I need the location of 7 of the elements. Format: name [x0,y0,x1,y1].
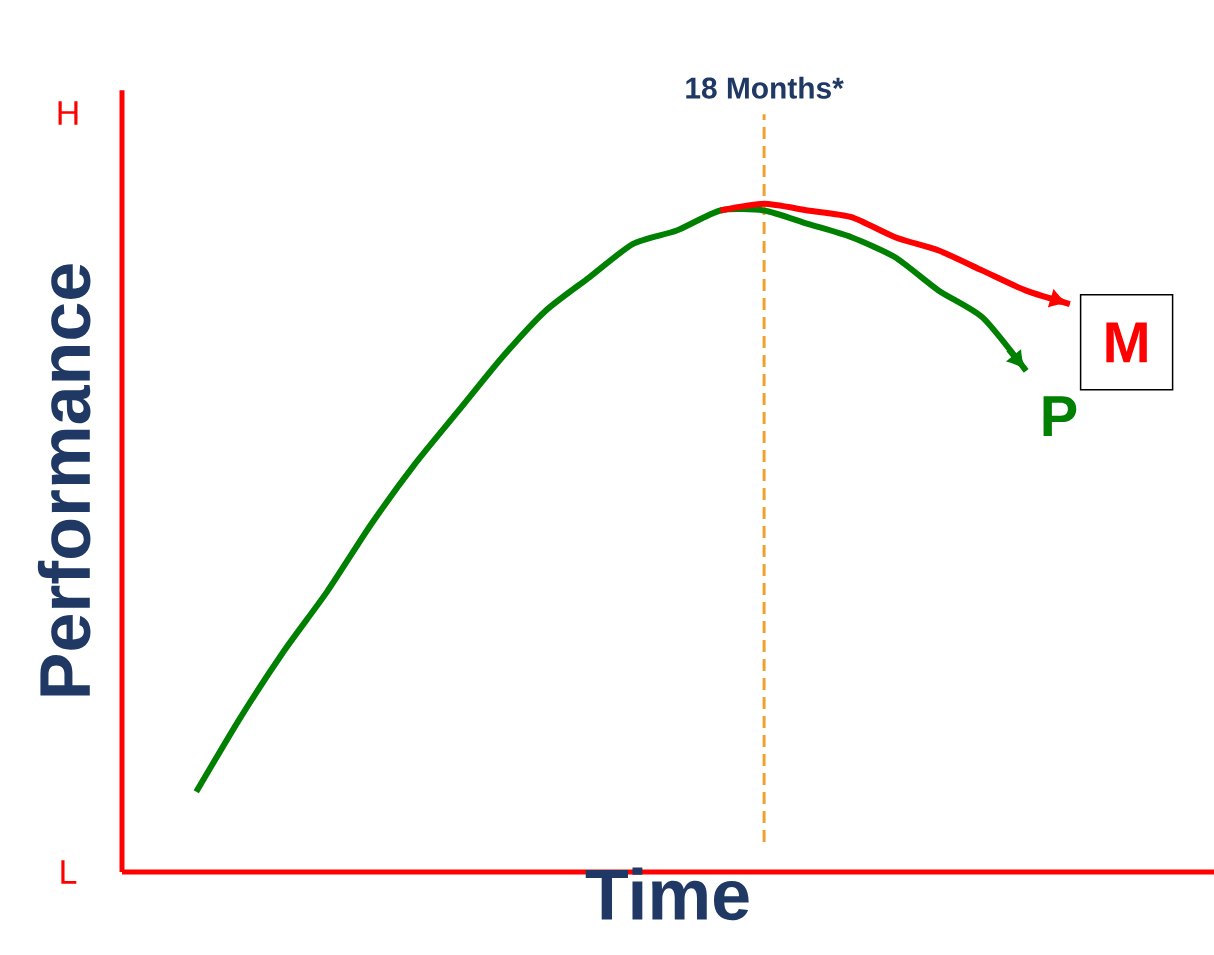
text: 18 Months* [686,76,844,99]
text: H [58,101,78,125]
x-axis-title: Time [585,867,749,921]
text: L [61,860,77,884]
series-label: P [1043,396,1077,437]
legend-label: M [1106,322,1147,363]
y-axis-title: Performance [37,264,91,696]
